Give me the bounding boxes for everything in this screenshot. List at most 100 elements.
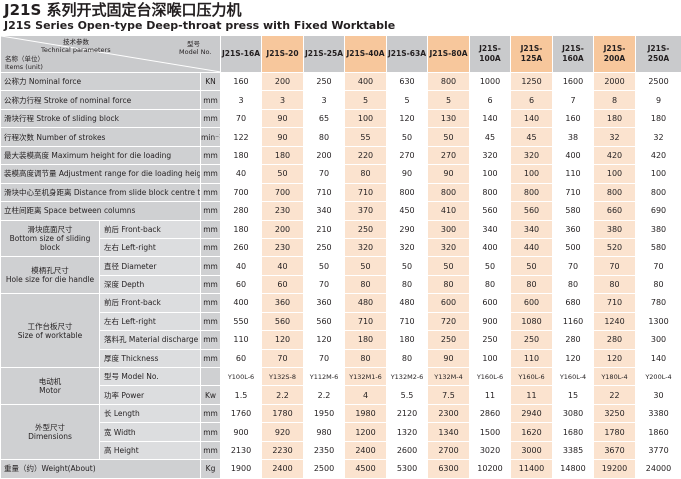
value-cell: 7.5 [428, 386, 470, 404]
value-cell: 270 [387, 146, 428, 164]
value-cell: 140 [511, 109, 553, 127]
value-cell: 2940 [511, 404, 553, 422]
unit-cell: mm [201, 91, 221, 109]
value-cell: 710 [594, 294, 636, 312]
value-cell: 400 [470, 238, 511, 256]
value-cell: 7 [553, 91, 594, 109]
value-cell: 50 [387, 257, 428, 275]
value-cell: 710 [387, 312, 428, 330]
value-cell: 6300 [428, 460, 470, 478]
value-cell: 2500 [636, 73, 681, 91]
value-cell: 1780 [594, 423, 636, 441]
value-cell: 70 [304, 349, 345, 367]
value-cell: 9 [636, 91, 681, 109]
value-cell: 180 [387, 331, 428, 349]
value-cell: 50 [428, 257, 470, 275]
value-cell: 160 [221, 73, 262, 91]
group-label-en: Motor [1, 386, 99, 395]
sub-param-label: 前后 Front-back [100, 220, 201, 238]
value-cell: 1000 [470, 73, 511, 91]
value-cell: 80 [387, 349, 428, 367]
value-cell: 1340 [428, 423, 470, 441]
value-cell: 80 [511, 275, 553, 293]
value-cell: 1950 [304, 404, 345, 422]
value-cell: 230 [262, 238, 304, 256]
value-cell: 6 [470, 91, 511, 109]
value-cell: 90 [428, 349, 470, 367]
value-cell: 40 [221, 257, 262, 275]
table-row: 装模高度调节量 Adjustment range for die loading… [1, 165, 681, 183]
value-cell: 11 [511, 386, 553, 404]
value-cell: 270 [428, 146, 470, 164]
value-cell: 210 [304, 220, 345, 238]
value-cell: 440 [511, 238, 553, 256]
value-cell: 100 [470, 165, 511, 183]
unit-cell: mm [201, 238, 221, 256]
value-cell: Y200L-4 [636, 368, 681, 386]
model-header: J21S-100A [470, 36, 511, 73]
unit-cell: mm [201, 257, 221, 275]
value-cell: 1080 [511, 312, 553, 330]
value-cell: 200 [262, 220, 304, 238]
value-cell: 100 [594, 165, 636, 183]
value-cell: 250 [511, 331, 553, 349]
value-cell: 1980 [345, 404, 387, 422]
value-cell: 410 [428, 202, 470, 220]
value-cell: 2500 [304, 460, 345, 478]
unit-cell: mm [201, 146, 221, 164]
value-cell: 80 [387, 275, 428, 293]
value-cell: 800 [428, 183, 470, 201]
model-header: J21S-20 [262, 36, 304, 73]
value-cell: 660 [594, 202, 636, 220]
value-cell: 1860 [636, 423, 681, 441]
value-cell: 80 [345, 349, 387, 367]
value-cell: 110 [221, 331, 262, 349]
value-cell: 250 [304, 238, 345, 256]
unit-cell: mm [201, 404, 221, 422]
items-unit-label: Items (unit) [5, 63, 43, 71]
value-cell: 320 [387, 238, 428, 256]
value-cell: 400 [221, 294, 262, 312]
value-cell: 5 [387, 91, 428, 109]
group-label-cn: 模柄孔尺寸 [1, 266, 99, 275]
value-cell: 280 [221, 202, 262, 220]
value-cell: 700 [262, 183, 304, 201]
value-cell: 70 [594, 257, 636, 275]
model-label: 型号 [187, 40, 200, 48]
value-cell: 30 [636, 386, 681, 404]
value-cell: 1600 [553, 73, 594, 91]
value-cell: 80 [345, 165, 387, 183]
value-cell: 11 [470, 386, 511, 404]
value-cell: 250 [428, 331, 470, 349]
value-cell: 55 [345, 128, 387, 146]
value-cell: 420 [594, 146, 636, 164]
value-cell: 4 [345, 386, 387, 404]
tech-params-label: 技术参数 [63, 38, 89, 46]
param-label: 重量（约）Weight(About) [1, 460, 201, 478]
value-cell: 3380 [636, 404, 681, 422]
value-cell: 340 [304, 202, 345, 220]
group-label-en: Bottom size of sliding block [1, 234, 99, 252]
value-cell: 600 [428, 294, 470, 312]
value-cell: 380 [594, 220, 636, 238]
value-cell: 690 [636, 202, 681, 220]
unit-cell: min⁻¹ [201, 128, 221, 146]
value-cell: 2300 [428, 404, 470, 422]
value-cell: 290 [387, 220, 428, 238]
value-cell: Y160L-6 [511, 368, 553, 386]
value-cell: 800 [594, 183, 636, 201]
value-cell: 920 [262, 423, 304, 441]
group-label-cn: 工作台板尺寸 [1, 322, 99, 331]
value-cell: Y132M-4 [428, 368, 470, 386]
value-cell: 180 [636, 109, 681, 127]
value-cell: 90 [428, 165, 470, 183]
value-cell: 80 [553, 275, 594, 293]
value-cell: 3250 [594, 404, 636, 422]
